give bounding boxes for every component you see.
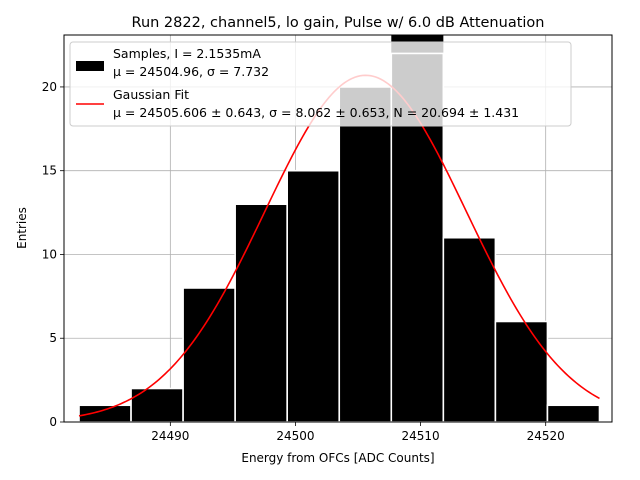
y-tick-label: 0 xyxy=(49,415,57,429)
chart-title: Run 2822, channel5, lo gain, Pulse w/ 6.… xyxy=(132,15,545,31)
x-axis: 24490 24500 24510 24520 xyxy=(151,422,565,443)
y-tick-label: 10 xyxy=(42,247,57,261)
histogram-bar xyxy=(338,86,393,423)
legend-entry-samples-line1: Samples, I = 2.1535mA xyxy=(113,46,261,61)
legend-box xyxy=(69,41,572,127)
histogram-bar xyxy=(286,169,341,423)
legend-entry-fit-line1: Gaussian Fit xyxy=(113,87,189,102)
x-tick-label: 24500 xyxy=(276,429,314,443)
x-tick-label: 24520 xyxy=(527,429,565,443)
plot-frame xyxy=(63,34,613,423)
legend-entry-fit-line2: μ = 24505.606 ± 0.643, σ = 8.062 ± 0.653… xyxy=(113,105,519,120)
legend: Samples, I = 2.1535mA μ = 24504.96, σ = … xyxy=(69,41,572,127)
x-tick-label: 24490 xyxy=(151,429,189,443)
x-tick-label: 24510 xyxy=(401,429,439,443)
y-tick-label: 15 xyxy=(42,164,57,178)
y-axis-label: Entries xyxy=(15,207,29,249)
x-axis-label: Energy from OFCs [ADC Counts] xyxy=(241,451,434,465)
y-axis: 0 5 10 15 20 xyxy=(42,80,64,429)
legend-swatch-samples xyxy=(76,61,104,71)
histogram-bar xyxy=(442,236,497,423)
legend-entry-samples-line2: μ = 24504.96, σ = 7.732 xyxy=(113,64,269,79)
histogram-bar xyxy=(182,287,236,423)
histogram-bar xyxy=(234,203,289,423)
y-tick-label: 5 xyxy=(49,331,57,345)
histogram-bar xyxy=(494,320,549,423)
y-tick-label: 20 xyxy=(42,80,57,94)
histogram-bar xyxy=(546,404,601,423)
